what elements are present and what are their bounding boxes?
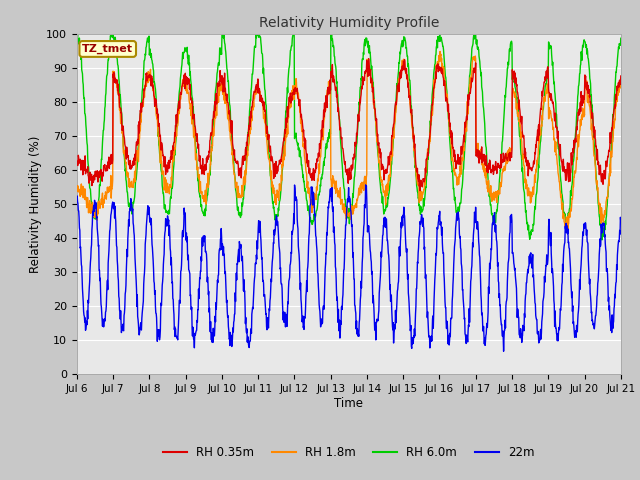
22m [553,332,561,338]
22m [255,218,262,224]
RH 1.8m [436,48,444,54]
RH 1.8m [194,164,202,170]
Line: RH 1.8m: RH 1.8m [77,51,621,231]
22m [500,348,508,354]
Y-axis label: Relativity Humidity (%): Relativity Humidity (%) [29,135,42,273]
RH 6.0m [255,31,263,36]
Legend: RH 0.35m, RH 1.8m, RH 6.0m, 22m: RH 0.35m, RH 1.8m, RH 6.0m, 22m [159,442,539,464]
RH 1.8m [255,90,262,96]
RH 1.8m [73,184,81,190]
RH 1.8m [553,151,561,157]
RH 1.8m [433,64,441,70]
RH 6.0m [553,111,561,117]
22m [194,307,202,312]
RH 0.35m [416,188,424,193]
RH 0.35m [73,161,81,167]
Line: RH 6.0m: RH 6.0m [77,34,621,240]
Title: Relativity Humidity Profile: Relativity Humidity Profile [259,16,439,30]
RH 6.0m [598,237,605,243]
X-axis label: Time: Time [334,397,364,410]
RH 6.0m [73,35,81,41]
RH 1.8m [180,78,188,84]
RH 6.0m [74,31,81,36]
22m [73,195,81,201]
22m [434,226,442,231]
22m [505,254,513,260]
RH 0.35m [194,145,202,151]
Line: 22m: 22m [77,185,621,351]
RH 0.35m [180,80,188,86]
RH 6.0m [505,62,513,68]
RH 1.8m [505,154,513,160]
RH 0.35m [553,124,561,130]
RH 0.35m [505,152,513,157]
RH 1.8m [564,228,572,234]
RH 6.0m [434,45,442,51]
RH 6.0m [181,45,189,50]
RH 6.0m [617,36,625,41]
RH 0.35m [434,61,442,67]
RH 1.8m [617,84,625,89]
Text: TZ_tmet: TZ_tmet [82,44,133,54]
Line: RH 0.35m: RH 0.35m [77,59,621,191]
RH 6.0m [195,174,202,180]
22m [362,182,369,188]
RH 0.35m [617,73,625,79]
22m [180,212,188,217]
RH 0.35m [255,86,262,92]
22m [617,219,625,225]
RH 0.35m [365,56,372,61]
